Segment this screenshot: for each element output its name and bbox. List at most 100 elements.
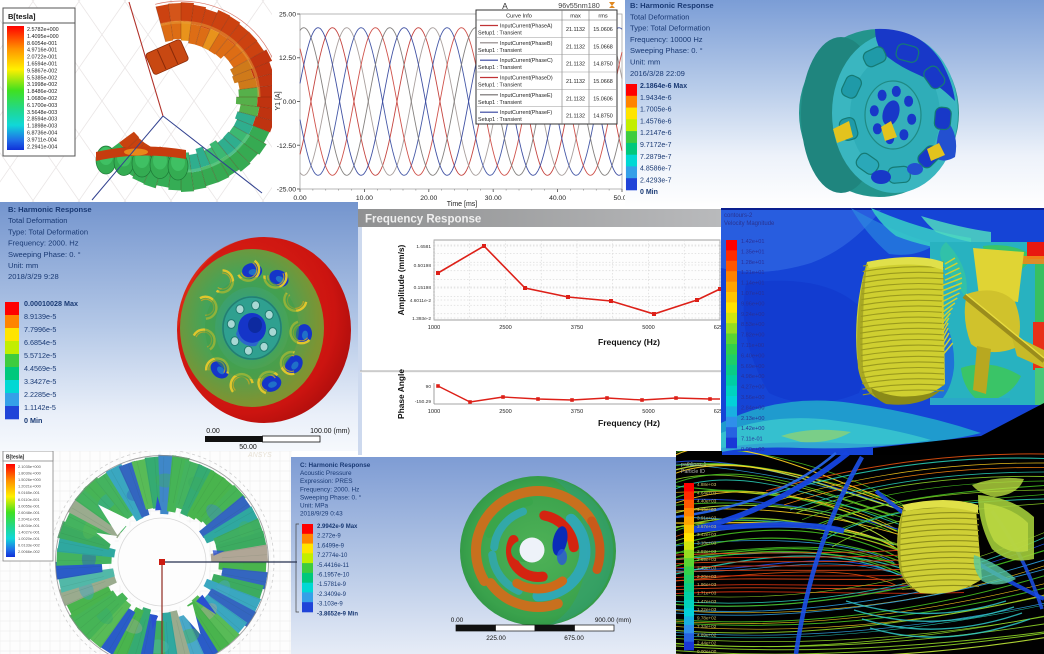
svg-text:4.98e+00: 4.98e+00 (741, 374, 765, 380)
svg-text:Particle ID: Particle ID (681, 469, 705, 475)
svg-text:2.84e+00: 2.84e+00 (741, 405, 765, 411)
svg-text:1.6499e-9: 1.6499e-9 (317, 543, 345, 549)
svg-text:4.88e+03: 4.88e+03 (697, 482, 717, 487)
svg-text:21.1132: 21.1132 (566, 44, 585, 50)
svg-text:2.9942e-9 Max: 2.9942e-9 Max (317, 524, 358, 530)
svg-text:21.1132: 21.1132 (566, 114, 585, 120)
svg-text:-25.00: -25.00 (277, 187, 296, 194)
svg-text:2.5782e+000: 2.5782e+000 (27, 27, 59, 33)
svg-text:1.0020e-001: 1.0020e-001 (18, 536, 40, 541)
svg-text:0.15198: 0.15198 (414, 285, 432, 291)
svg-text:1.4576e-6: 1.4576e-6 (640, 118, 672, 125)
svg-text:1.21e+01: 1.21e+01 (741, 270, 765, 276)
svg-text:7.82e+00: 7.82e+00 (741, 333, 765, 339)
svg-text:21.1132: 21.1132 (566, 79, 585, 85)
svg-text:2500: 2500 (499, 325, 511, 331)
svg-text:15.0668: 15.0668 (593, 44, 613, 50)
svg-text:Amplitude (mm/s): Amplitude (mm/s) (396, 244, 406, 315)
svg-text:50.00: 50.00 (239, 444, 257, 451)
svg-text:B[tesla]: B[tesla] (6, 455, 25, 461)
svg-text:Unit: mm: Unit: mm (630, 58, 660, 67)
svg-text:ANSYS: ANSYS (247, 452, 272, 459)
svg-text:21.1132: 21.1132 (566, 96, 585, 102)
svg-text:675.00: 675.00 (564, 635, 584, 642)
svg-text:Sweeping Phase: 0. °: Sweeping Phase: 0. ° (300, 493, 362, 501)
svg-text:Type: Total Deformation: Type: Total Deformation (8, 227, 88, 236)
svg-text:2.2285e-5: 2.2285e-5 (24, 390, 56, 399)
svg-text:1.8486e-002: 1.8486e-002 (27, 89, 57, 95)
svg-text:-150.29: -150.29 (415, 399, 432, 405)
svg-text:6.40e+00: 6.40e+00 (741, 353, 765, 359)
svg-text:-12.50: -12.50 (277, 143, 296, 150)
svg-text:B[tesla]: B[tesla] (8, 12, 36, 21)
svg-text:-2.3409e-9: -2.3409e-9 (317, 592, 347, 598)
svg-text:12.50: 12.50 (279, 55, 296, 62)
svg-text:7.2879e-7: 7.2879e-7 (640, 154, 672, 161)
svg-text:Frequency (Hz): Frequency (Hz) (598, 418, 660, 428)
svg-text:50.00: 50.00 (613, 195, 625, 202)
svg-text:InputCurrent(PhaseA): InputCurrent(PhaseA) (500, 24, 553, 30)
svg-text:15.0668: 15.0668 (593, 79, 613, 85)
svg-text:4.89e+02: 4.89e+02 (697, 632, 717, 637)
svg-text:90: 90 (426, 384, 432, 390)
svg-text:2.13e+00: 2.13e+00 (741, 416, 765, 422)
svg-text:2.0066e-002: 2.0066e-002 (18, 549, 40, 554)
svg-text:4.15e+03: 4.15e+03 (697, 507, 717, 512)
svg-text:0.50198: 0.50198 (414, 263, 432, 269)
svg-text:2.8594e-003: 2.8594e-003 (27, 117, 57, 123)
svg-text:Setup1 : Transient: Setup1 : Transient (478, 65, 522, 71)
svg-text:Y1 [A]: Y1 [A] (275, 91, 282, 110)
svg-text:Expression: PRES: Expression: PRES (300, 478, 353, 485)
svg-text:0 Min: 0 Min (24, 416, 42, 425)
svg-text:21.1132: 21.1132 (566, 27, 585, 33)
svg-text:Setup1 : Transient: Setup1 : Transient (478, 83, 522, 89)
svg-text:1000: 1000 (428, 409, 440, 415)
svg-text:1.42e+01: 1.42e+01 (741, 239, 765, 245)
svg-text:1.7005e-6: 1.7005e-6 (640, 107, 672, 114)
svg-text:2.1035e+000: 2.1035e+000 (18, 464, 42, 469)
svg-text:0 Min: 0 Min (640, 189, 658, 196)
svg-text:2.93e+03: 2.93e+03 (697, 549, 717, 554)
svg-text:rms: rms (598, 14, 608, 20)
svg-text:900.00 (mm): 900.00 (mm) (595, 617, 631, 624)
svg-text:3.67e+03: 3.67e+03 (697, 524, 717, 529)
svg-text:8.9139e-5: 8.9139e-5 (24, 312, 56, 321)
svg-text:1.1142e-5: 1.1142e-5 (24, 403, 56, 412)
svg-text:1.0680e-002: 1.0680e-002 (27, 96, 57, 102)
svg-text:Frequency (Hz): Frequency (Hz) (598, 337, 660, 347)
svg-text:100.00 (mm): 100.00 (mm) (310, 428, 350, 435)
svg-text:9.7172e-7: 9.7172e-7 (640, 142, 672, 149)
svg-text:9.96e+00: 9.96e+00 (741, 301, 765, 307)
svg-text:2.44e+02: 2.44e+02 (697, 641, 717, 646)
svg-text:6.6854e-5: 6.6854e-5 (24, 338, 56, 347)
svg-text:InputCurrent(PhaseD): InputCurrent(PhaseD) (500, 76, 553, 82)
svg-text:1.4027e-001: 1.4027e-001 (18, 530, 40, 535)
svg-text:Sweeping Phase: 0. °: Sweeping Phase: 0. ° (8, 250, 81, 259)
svg-text:1.22e+03: 1.22e+03 (697, 607, 717, 612)
svg-text:40.00: 40.00 (549, 195, 566, 202)
svg-text:8.6054e-001: 8.6054e-001 (27, 41, 57, 47)
svg-text:15.0606: 15.0606 (593, 27, 613, 33)
svg-text:1.4095e+000: 1.4095e+000 (27, 34, 59, 40)
svg-text:-3.8652e-9 Min: -3.8652e-9 Min (317, 611, 358, 617)
svg-text:3.91e+03: 3.91e+03 (697, 515, 717, 520)
svg-text:2018/3/29 9:28: 2018/3/29 9:28 (8, 272, 59, 281)
svg-text:2.2941e-004: 2.2941e-004 (27, 144, 57, 150)
svg-text:3.5648e-003: 3.5648e-003 (27, 110, 57, 116)
svg-text:InputCurrent(PhaseC): InputCurrent(PhaseC) (500, 58, 553, 64)
svg-text:1.28e+01: 1.28e+01 (741, 260, 765, 266)
svg-text:225.00: 225.00 (486, 635, 506, 642)
svg-text:3.42e+03: 3.42e+03 (697, 532, 717, 537)
svg-text:2018/9/29 0:43: 2018/9/29 0:43 (300, 511, 343, 518)
svg-text:Frequency: 2000. Hz: Frequency: 2000. Hz (300, 486, 359, 493)
svg-text:9.24e+00: 9.24e+00 (741, 312, 765, 318)
svg-text:Frequency: 2000. Hz: Frequency: 2000. Hz (8, 239, 79, 248)
svg-text:6250: 6250 (714, 325, 721, 331)
svg-text:0.00: 0.00 (283, 99, 296, 106)
svg-text:4.9716e-001: 4.9716e-001 (27, 48, 57, 54)
svg-text:96v55nm180: 96v55nm180 (558, 1, 600, 10)
svg-text:9.78e+02: 9.78e+02 (697, 616, 717, 621)
svg-text:4.64e+03: 4.64e+03 (697, 490, 717, 495)
svg-text:9.5867e-002: 9.5867e-002 (27, 68, 57, 74)
svg-text:B: Harmonic Response: B: Harmonic Response (8, 205, 92, 214)
